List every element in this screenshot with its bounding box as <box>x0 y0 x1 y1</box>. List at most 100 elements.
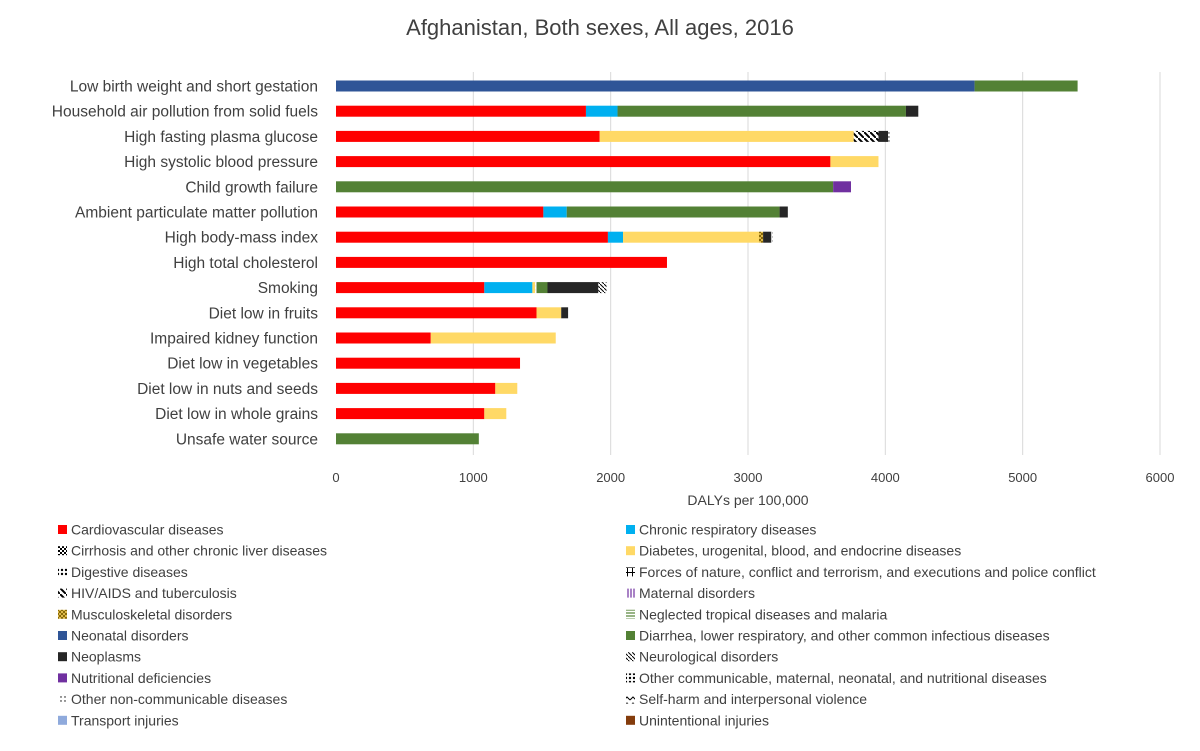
x-tick-label: 5000 <box>1008 470 1037 485</box>
bar-segment <box>771 231 773 243</box>
bar-segment <box>606 282 608 294</box>
bar-segment <box>905 105 919 117</box>
bar-segment <box>974 80 1078 92</box>
bar-segment <box>336 130 600 142</box>
legend-swatch <box>626 588 635 598</box>
legend-label: Transport injuries <box>71 712 179 728</box>
bar-segment <box>888 130 890 142</box>
bar-segment <box>484 282 533 294</box>
legend-label: Neoplasms <box>71 649 141 665</box>
legend-swatch <box>626 546 635 556</box>
bar-segment <box>535 282 537 294</box>
category-label: High systolic blood pressure <box>124 154 318 171</box>
category-label: Diet low in whole grains <box>155 406 318 423</box>
legend-label: Maternal disorders <box>639 585 755 601</box>
bar-segment <box>547 282 599 294</box>
legend-label: Neurological disorders <box>639 649 778 665</box>
x-tick-labels: 0 1000 2000 3000 4000 5000 6000 <box>332 470 1174 485</box>
bar-segment <box>607 231 624 243</box>
x-tick-label: 0 <box>332 470 339 485</box>
bar-segment <box>830 156 879 168</box>
legend-label: Other communicable, maternal, neonatal, … <box>639 670 1047 686</box>
category-label: Diet low in nuts and seeds <box>137 381 318 398</box>
x-tick-label: 1000 <box>459 470 488 485</box>
bar-segment <box>336 156 831 168</box>
category-label: Low birth weight and short gestation <box>70 79 318 96</box>
legend-swatch <box>58 567 67 577</box>
legend-swatch <box>626 652 635 662</box>
category-label: Household air pollution from solid fuels <box>52 104 318 121</box>
bar-segment <box>336 382 496 394</box>
legend-label: Nutritional deficiencies <box>71 670 211 686</box>
bar-segment <box>758 231 764 243</box>
bar-segment <box>336 357 521 369</box>
category-labels: Low birth weight and short gestation Hous… <box>52 79 318 449</box>
category-label: Diet low in vegetables <box>167 356 318 373</box>
category-label: High total cholesterol <box>173 255 318 272</box>
bars <box>336 80 1078 445</box>
legend-swatch <box>626 631 635 640</box>
legend-label: Diarrhea, lower respiratory, and other c… <box>639 628 1050 644</box>
bar-segment <box>598 282 607 294</box>
legend-label: Forces of nature, conflict and terrorism… <box>639 564 1096 580</box>
bar-segment <box>336 408 485 420</box>
bar-segment <box>336 206 544 218</box>
x-tick-label: 6000 <box>1146 470 1175 485</box>
legend-swatch <box>58 715 67 725</box>
legend-swatch <box>626 609 635 619</box>
bar-segment <box>878 130 889 142</box>
bar-segment <box>763 231 772 243</box>
bar-segment <box>536 307 562 319</box>
bar-segment <box>336 80 975 92</box>
legend-label: Musculoskeletal disorders <box>71 606 232 622</box>
bar-segment <box>336 231 608 243</box>
legend-label: Diabetes, urogenital, blood, and endocri… <box>639 543 961 559</box>
bar-segment <box>617 105 906 117</box>
x-axis-title: DALYs per 100,000 <box>687 492 808 508</box>
category-label: Impaired kidney function <box>150 331 318 348</box>
category-label: High fasting plasma glucose <box>124 129 318 146</box>
legend-swatch <box>626 715 635 725</box>
bar-segment <box>336 256 667 268</box>
legend-label: Other non-communicable diseases <box>71 691 287 707</box>
legend-label: Self-harm and interpersonal violence <box>639 691 867 707</box>
bar-segment <box>336 433 479 445</box>
x-tick-label: 2000 <box>596 470 625 485</box>
category-label: Child growth failure <box>185 179 318 196</box>
legend-swatch <box>58 525 67 534</box>
legend-swatch <box>626 567 635 577</box>
bar-segment <box>336 105 586 117</box>
bar-segment <box>585 105 618 117</box>
category-label: High body-mass index <box>165 230 319 247</box>
chart-title: Afghanistan, Both sexes, All ages, 2016 <box>406 15 794 40</box>
legend-swatch <box>626 525 635 534</box>
category-label: Ambient particulate matter pollution <box>75 205 318 222</box>
bar-segment <box>336 307 537 319</box>
bar-segment <box>833 181 851 193</box>
bar-segment <box>336 282 485 294</box>
bar-segment <box>336 332 431 344</box>
legend-swatch <box>58 588 67 598</box>
x-tick-label: 4000 <box>871 470 900 485</box>
bar-segment <box>853 130 879 142</box>
legend-swatch <box>58 694 67 704</box>
bar-segment <box>543 206 567 218</box>
bar-segment <box>336 181 834 193</box>
legend-swatch <box>626 673 635 683</box>
bar-segment <box>623 231 759 243</box>
legend-swatch <box>58 546 67 556</box>
bar-segment <box>532 282 536 294</box>
legend-label: HIV/AIDS and tuberculosis <box>71 585 237 601</box>
bar-segment <box>779 206 788 218</box>
legend-swatch <box>58 673 67 683</box>
x-tick-label: 3000 <box>734 470 763 485</box>
legend-label: Cardiovascular diseases <box>71 522 224 538</box>
bar-segment <box>495 382 518 394</box>
legend-label: Chronic respiratory diseases <box>639 522 816 538</box>
bar-segment <box>536 282 548 294</box>
legend: Cardiovascular diseases Chronic respirato… <box>58 522 1096 728</box>
legend-label: Digestive diseases <box>71 564 188 580</box>
bar-segment <box>599 130 854 142</box>
legend-swatch <box>626 694 635 704</box>
